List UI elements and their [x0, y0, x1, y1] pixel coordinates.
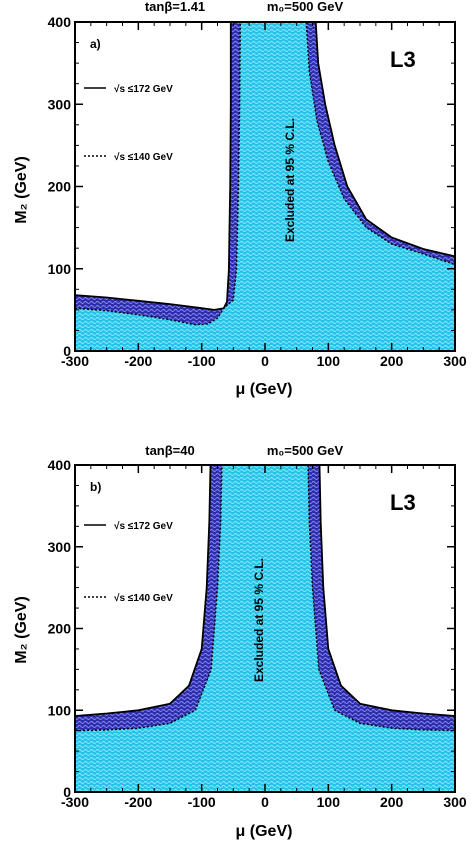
x-tick-label: 300: [443, 794, 467, 810]
panel-b-curves: [74, 464, 456, 732]
panel-a-header-right: m₀=500 GeV: [267, 0, 344, 14]
panel-b-legend-dotted-label: √s ≤140 GeV: [114, 593, 173, 604]
panel-b-regions: [75, 465, 455, 792]
panel-a-header-left: tanβ=1.41: [145, 0, 205, 14]
panel-b-header-right: m₀=500 GeV: [267, 443, 344, 458]
y-tick-label: 300: [48, 539, 72, 555]
y-tick-label: 100: [48, 261, 72, 277]
panel-a-experiment-logo: L3: [390, 47, 416, 72]
panel-b-experiment-logo: L3: [390, 490, 416, 515]
panel-a-legend-dotted-label: √s ≤140 GeV: [114, 152, 173, 163]
region-excluded-140: [75, 465, 455, 792]
panel-b-header-left: tanβ=40: [145, 443, 195, 458]
x-tick-label: 0: [261, 353, 269, 369]
x-tick-label: -200: [124, 794, 152, 810]
y-tick-label: 0: [63, 784, 71, 800]
panel-b: tanβ=40 m₀=500 GeV -300 -200 -100 0 100 200 30…: [13, 443, 467, 840]
region-excluded-140: [75, 22, 455, 351]
x-tick-label: -300: [61, 353, 89, 369]
x-tick-label: -100: [188, 794, 216, 810]
y-tick-label: 200: [48, 621, 72, 637]
y-tick-label: 400: [48, 14, 72, 30]
y-tick-label: 300: [48, 96, 72, 112]
x-tick-label: 100: [317, 353, 341, 369]
panel-b-ticks: -300 -200 -100 0 100 200 300 0 100 200 300 400: [48, 457, 467, 810]
panel-a-ticks: -300 -200 -100 0 100 200 300 0 100 200 300 400: [48, 14, 467, 369]
x-tick-label: 100: [317, 794, 341, 810]
panel-b-legend-solid-label: √s ≤172 GeV: [114, 521, 173, 532]
panel-a-label: a): [90, 37, 101, 51]
x-tick-label: 200: [380, 353, 404, 369]
panel-b-label: b): [90, 480, 101, 494]
x-tick-label: 200: [380, 794, 404, 810]
panel-a-x-axis-label: μ (GeV): [236, 381, 293, 398]
contour-140-left: [74, 21, 241, 326]
contour-172-left: [74, 464, 212, 717]
x-tick-label: 0: [261, 794, 269, 810]
contour-172-right: [318, 464, 456, 717]
panel-a-annotation: Excluded at 95 % C.L.: [283, 118, 297, 242]
y-tick-label: 0: [63, 343, 71, 359]
panel-a-legend-solid-label: √s ≤172 GeV: [114, 84, 173, 95]
panel-a-curves: [74, 21, 456, 326]
y-tick-label: 400: [48, 457, 72, 473]
panel-b-x-axis-label: μ (GeV): [236, 823, 293, 840]
panel-a-regions: [75, 22, 455, 351]
contour-140-left: [74, 464, 223, 732]
x-tick-label: -200: [124, 353, 152, 369]
panel-a: tanβ=1.41 m₀=500 GeV -300 -200 -100 0 100 200…: [13, 0, 467, 398]
y-tick-label: 200: [48, 179, 72, 195]
panel-b-y-axis-label: M₂ (GeV): [13, 596, 30, 664]
contour-172-right: [314, 21, 456, 258]
panel-a-y-axis-label: M₂ (GeV): [13, 156, 30, 224]
y-tick-label: 100: [48, 702, 72, 718]
x-tick-label: -300: [61, 794, 89, 810]
contour-140-right: [307, 464, 456, 732]
contour-172-left: [74, 22, 232, 311]
panel-b-annotation: Excluded at 95 % C.L.: [252, 558, 266, 682]
x-tick-label: -100: [188, 353, 216, 369]
x-tick-label: 300: [443, 353, 467, 369]
